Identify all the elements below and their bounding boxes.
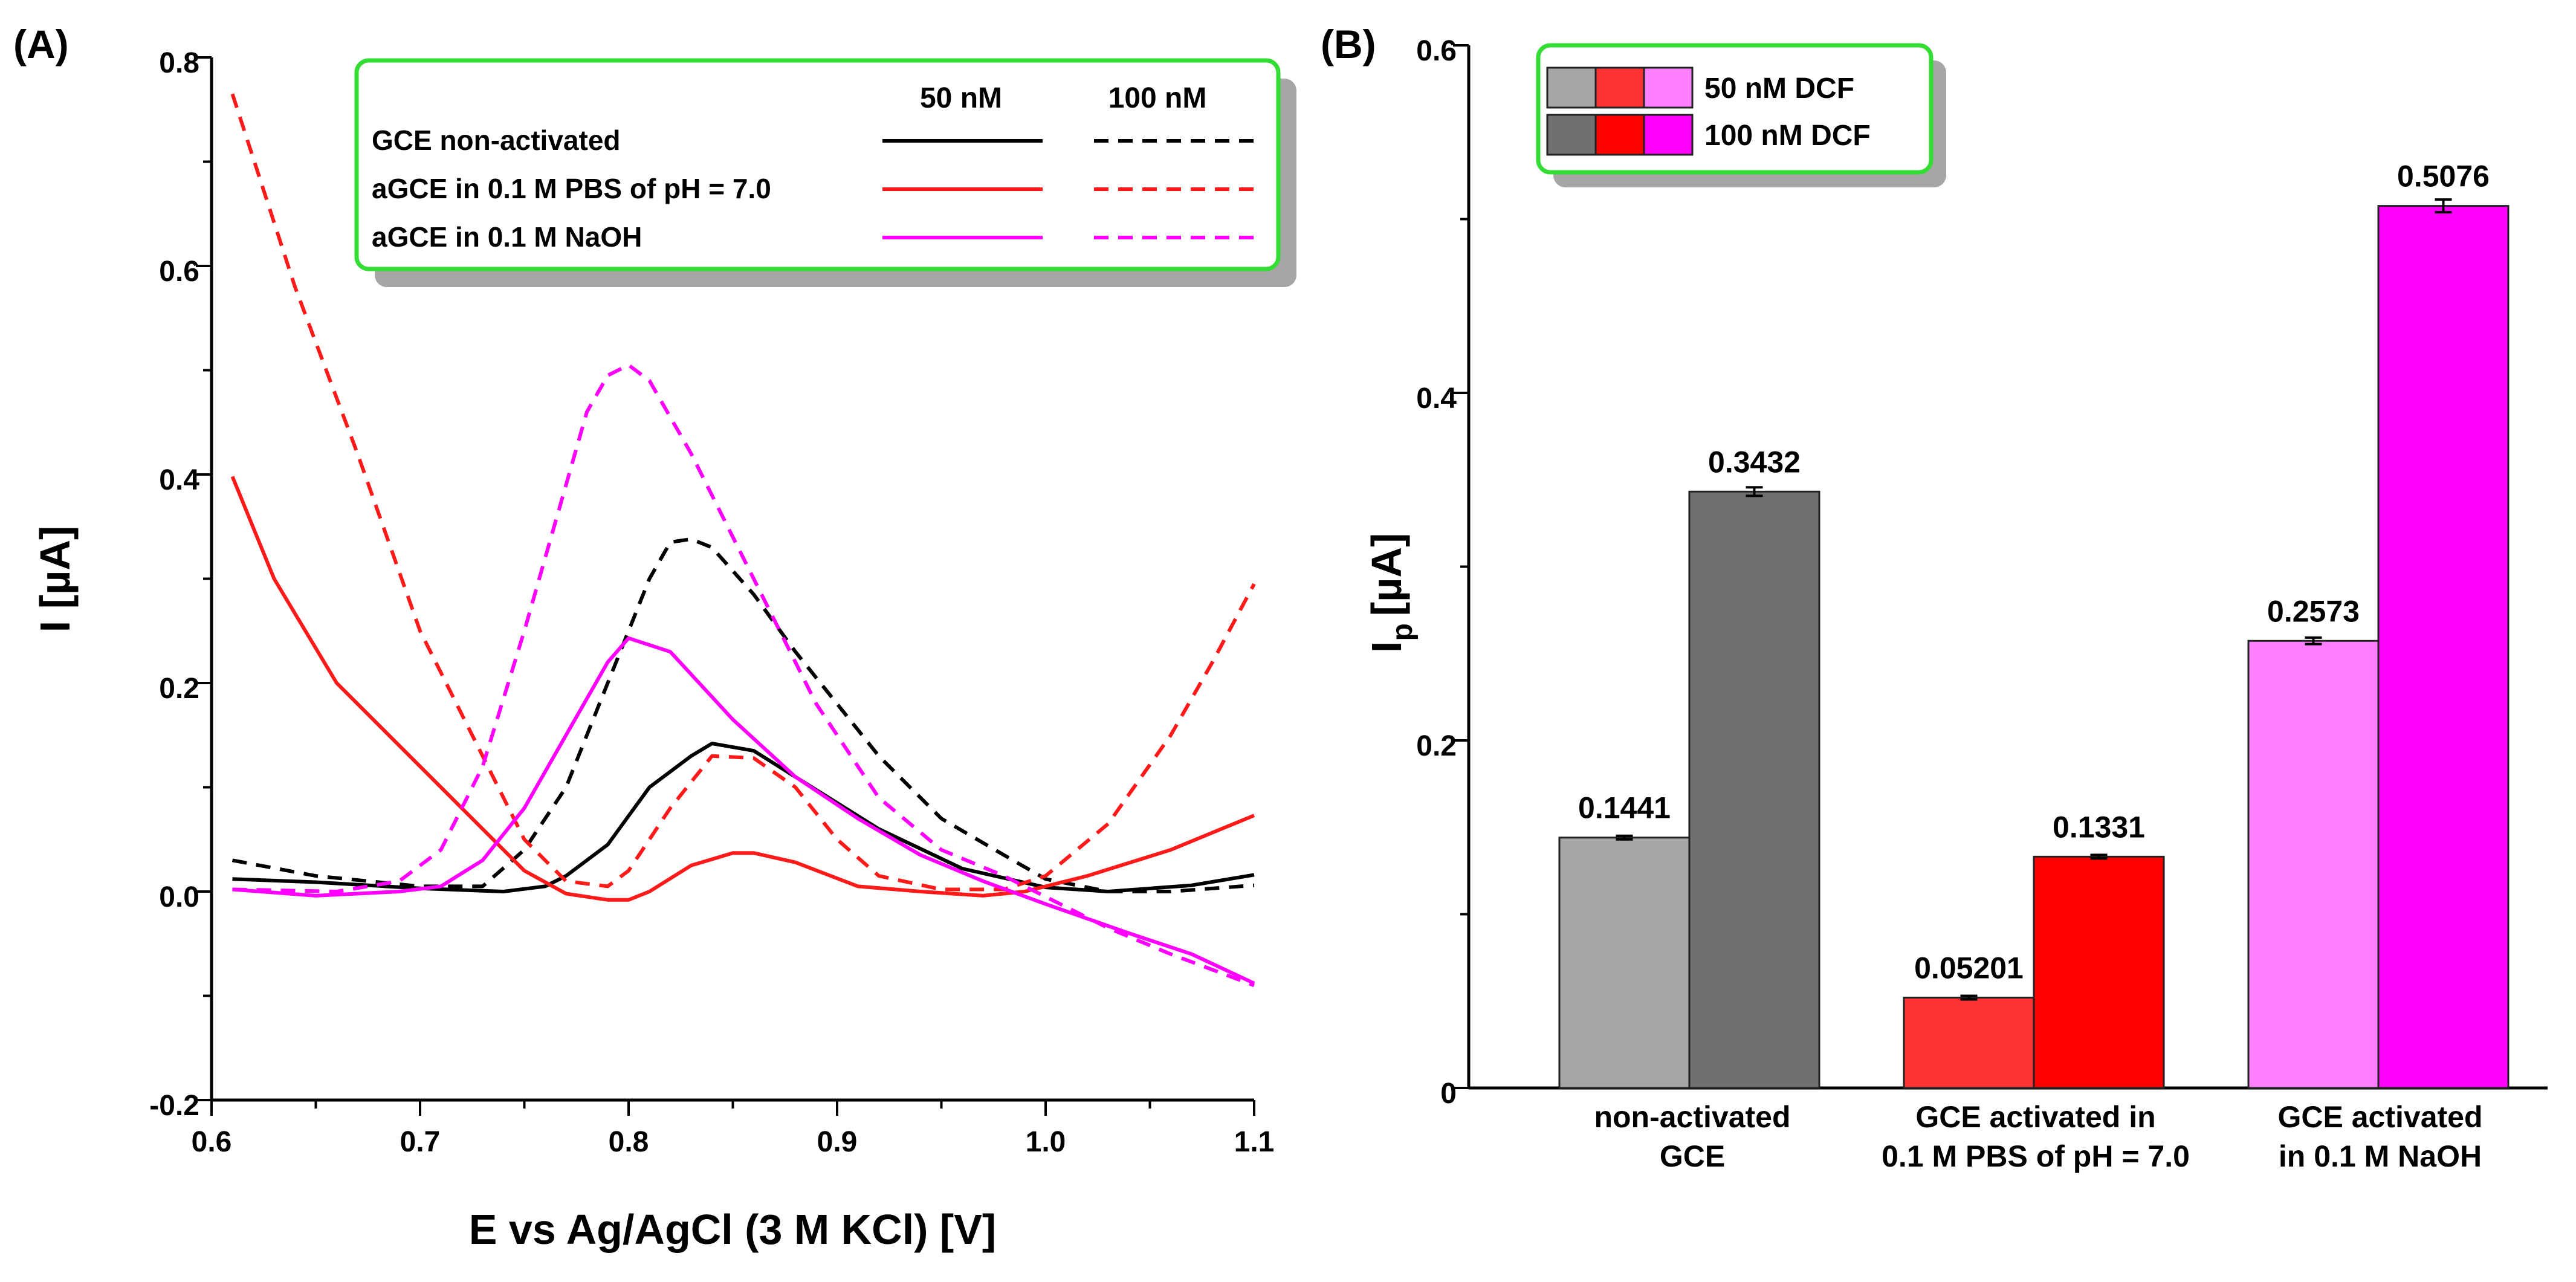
legend-header-100nm: 100 nM (1108, 82, 1207, 114)
y-tick-label: -0.2 (149, 1090, 199, 1122)
bar-value-label: 0.3432 (1708, 445, 1801, 479)
y-tick-label: 0 (1440, 1078, 1457, 1110)
legend-entry-label: GCE non-activated (372, 125, 621, 156)
x-tick-label: 0.8 (609, 1126, 649, 1158)
legend-swatch-grey-dark (1546, 114, 1597, 156)
bar-value-label: 0.1331 (2053, 810, 2145, 844)
curve-agce-pbs-50nm (230, 476, 1255, 902)
y-tick-label: 0.2 (1416, 730, 1457, 762)
y-axis-title-b: Ip[µA] (1363, 533, 1419, 653)
legend-entry-label: aGCE in 0.1 M NaOH (372, 221, 642, 253)
curve-gce-non-activated-50nm (232, 742, 1255, 893)
bar-chart-panel-b: (B) 0 0.2 0.4 0.6 Ip[µA] 0.1441 0.3432 0… (1321, 22, 2548, 1173)
axis-ticks-a (196, 56, 1255, 1116)
category-label: GCE activated in (1915, 1100, 2155, 1134)
y-tick-label: 0.6 (159, 256, 199, 288)
bar-value-label: 0.05201 (1914, 951, 2024, 985)
legend-a-box (354, 58, 1281, 271)
legend-swatch-grey-light (1546, 66, 1597, 109)
x-tick-label: 0.9 (817, 1126, 858, 1158)
category-label: in 0.1 M NaOH (2279, 1139, 2482, 1173)
line-chart-panel-a: (A) -0.2 0.0 0.2 0.4 0.6 0.8 0.6 0.7 0.8… (13, 22, 1296, 1253)
y-tick-label: 0.0 (159, 881, 199, 913)
error-bar (2305, 636, 2322, 646)
legend-swatch-magenta-dark (1643, 114, 1694, 156)
x-tick-label: 0.6 (192, 1126, 232, 1158)
error-bar (1960, 994, 1978, 1001)
legend-a: 50 nM 100 nM GCE non-activated aGCE in 0… (354, 58, 1296, 287)
error-bar (2435, 198, 2452, 214)
legend-swatch-red-light (1594, 66, 1645, 109)
bar-value-label: 0.5076 (2397, 160, 2490, 193)
y-tick-label: 0.6 (1416, 35, 1457, 67)
error-bar (1746, 486, 1763, 497)
axis-ticks-b (1453, 44, 1469, 1089)
category-label: 0.1 M PBS of pH = 7.0 (1882, 1139, 2190, 1173)
legend-b: 50 nM DCF 100 nM DCF (1536, 43, 1946, 187)
y-axis-title-a: I [µA] (31, 526, 79, 632)
bar-pbs-50nm (1903, 996, 2035, 1089)
category-label: GCE activated (2277, 1100, 2482, 1134)
category-label: non-activated (1594, 1100, 1790, 1134)
curve-gce-non-activated-100nm (231, 537, 1255, 893)
legend-b-entry: 50 nM DCF (1704, 73, 1854, 105)
x-tick-label: 1.1 (1234, 1126, 1275, 1158)
y-tick-label: 0.2 (159, 673, 199, 705)
bar-value-label: 0.1441 (1578, 791, 1671, 825)
bar-non-activated-100nm (1688, 490, 1820, 1089)
legend-b-entry: 100 nM DCF (1704, 120, 1871, 152)
y-tick-label: 0.4 (159, 464, 199, 496)
legend-header-50nm: 50 nM (920, 82, 1002, 114)
bar-naoh-100nm (2377, 205, 2510, 1089)
legend-swatch-magenta-light (1643, 66, 1694, 109)
category-label: GCE (1660, 1139, 1725, 1173)
bar-pbs-100nm (2033, 855, 2165, 1089)
curve-agce-pbs-100nm (230, 93, 1256, 892)
panel-a-label: (A) (13, 22, 69, 66)
bar-value-label: 0.2573 (2267, 594, 2360, 628)
curve-agce-naoh-100nm (232, 363, 1255, 988)
x-tick-label: 1.0 (1026, 1126, 1066, 1158)
error-bar (1616, 834, 1633, 841)
legend-entry-label: aGCE in 0.1 M PBS of pH = 7.0 (372, 173, 771, 204)
x-axis-title-a: E vs Ag/AgCl (3 M KCl) [V] (469, 1206, 996, 1253)
curve-agce-naoh-50nm (232, 636, 1255, 985)
error-bar (2090, 853, 2108, 860)
y-tick-label: 0.8 (159, 47, 199, 79)
legend-swatch-red-dark (1594, 114, 1645, 156)
y-tick-label: 0.4 (1416, 383, 1457, 415)
x-tick-label: 0.7 (400, 1126, 441, 1158)
panel-b-label: (B) (1321, 22, 1376, 66)
bar-non-activated-50nm (1558, 837, 1691, 1089)
bar-naoh-50nm (2247, 639, 2380, 1089)
